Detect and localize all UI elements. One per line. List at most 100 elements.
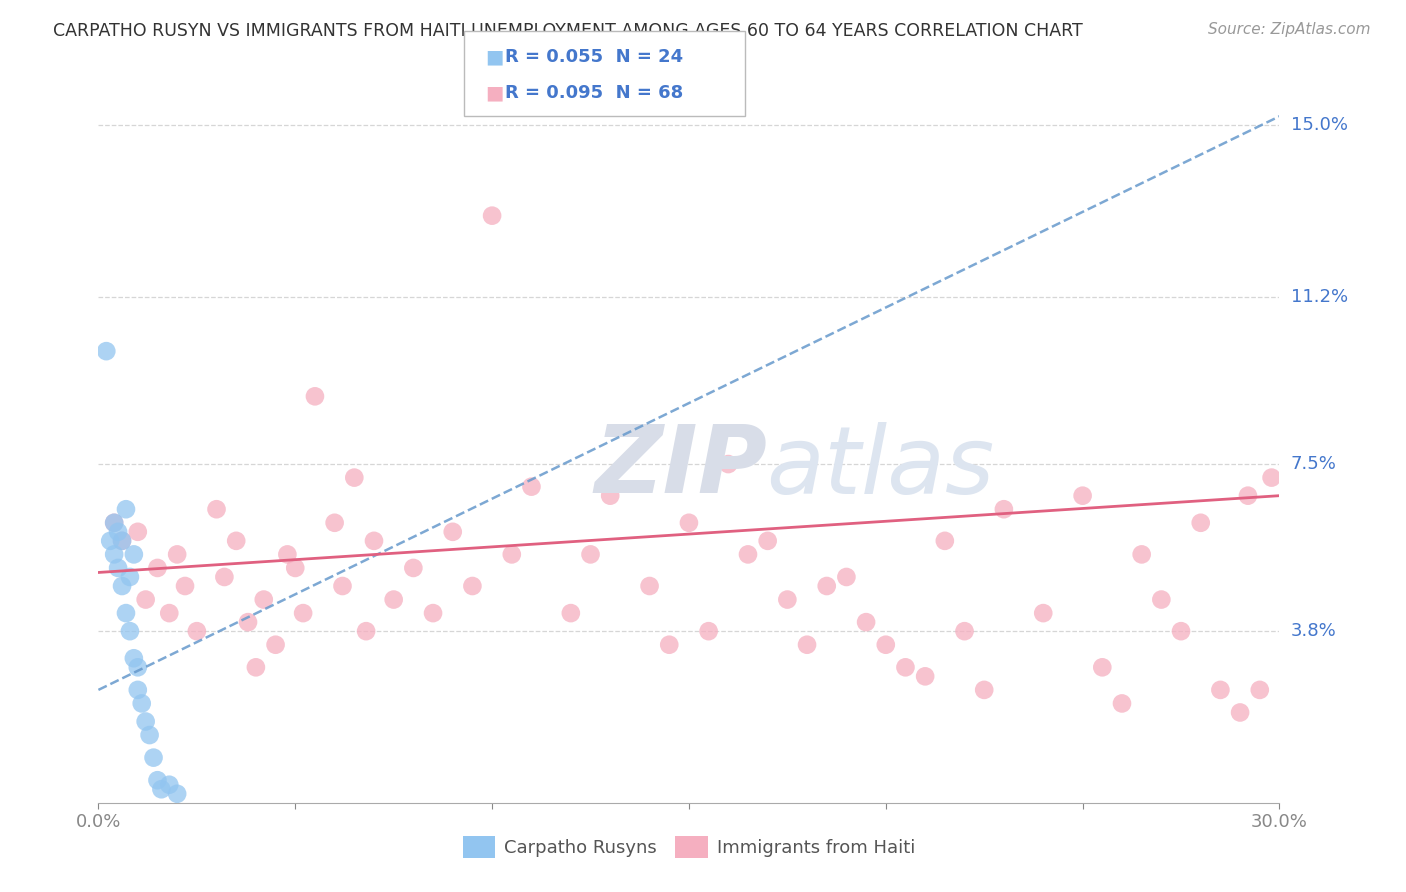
Point: [993, 502, 1015, 516]
Text: ■: ■: [485, 47, 503, 66]
Point: [245, 660, 267, 674]
Point: [441, 524, 464, 539]
Point: [146, 561, 169, 575]
Point: [127, 660, 149, 674]
Point: [111, 533, 134, 548]
Point: [323, 516, 346, 530]
Point: [382, 592, 405, 607]
Point: [1189, 516, 1212, 530]
Point: [678, 516, 700, 530]
Point: [127, 524, 149, 539]
Point: [756, 533, 779, 548]
Point: [135, 714, 157, 729]
Point: [934, 533, 956, 548]
Point: [914, 669, 936, 683]
Point: [481, 209, 503, 223]
Point: [855, 615, 877, 629]
Point: [96, 344, 118, 359]
Point: [1260, 470, 1282, 484]
Point: [284, 561, 307, 575]
Point: [1111, 697, 1133, 711]
Point: [520, 480, 543, 494]
Point: [953, 624, 976, 639]
Point: [815, 579, 838, 593]
Text: ■: ■: [485, 83, 503, 102]
Point: [115, 606, 138, 620]
Point: [111, 533, 134, 548]
Point: [142, 750, 165, 764]
Point: [135, 592, 157, 607]
Point: [236, 615, 259, 629]
Point: [875, 638, 897, 652]
Point: [697, 624, 720, 639]
Point: [122, 651, 145, 665]
Text: 7.5%: 7.5%: [1291, 455, 1337, 473]
Text: atlas: atlas: [766, 422, 994, 513]
Point: [1130, 548, 1153, 562]
Point: [115, 502, 138, 516]
Point: [737, 548, 759, 562]
Point: [253, 592, 276, 607]
Point: [103, 548, 125, 562]
Point: [501, 548, 523, 562]
Point: [1170, 624, 1192, 639]
Point: [638, 579, 661, 593]
Point: [122, 548, 145, 562]
Point: [127, 682, 149, 697]
Point: [402, 561, 425, 575]
Text: R = 0.095  N = 68: R = 0.095 N = 68: [505, 84, 683, 102]
Point: [103, 516, 125, 530]
Legend: Carpatho Rusyns, Immigrants from Haiti: Carpatho Rusyns, Immigrants from Haiti: [456, 829, 922, 865]
Point: [1229, 706, 1251, 720]
Point: [276, 548, 298, 562]
Point: [98, 533, 121, 548]
Point: [138, 728, 160, 742]
Point: [264, 638, 287, 652]
Point: [579, 548, 602, 562]
Point: [658, 638, 681, 652]
Point: [214, 570, 236, 584]
Point: [1237, 489, 1260, 503]
Point: [1249, 682, 1271, 697]
Point: [363, 533, 385, 548]
Text: Source: ZipAtlas.com: Source: ZipAtlas.com: [1208, 22, 1371, 37]
Point: [560, 606, 582, 620]
Point: [1209, 682, 1232, 697]
Point: [174, 579, 197, 593]
Point: [304, 389, 326, 403]
Point: [1071, 489, 1094, 503]
Point: [1150, 592, 1173, 607]
Text: 15.0%: 15.0%: [1291, 116, 1347, 135]
Point: [157, 778, 180, 792]
Point: [107, 524, 129, 539]
Point: [157, 606, 180, 620]
Point: [111, 579, 134, 593]
Point: [166, 548, 188, 562]
Text: R = 0.055  N = 24: R = 0.055 N = 24: [505, 48, 683, 66]
Text: 3.8%: 3.8%: [1291, 623, 1336, 640]
Point: [146, 773, 169, 788]
Point: [103, 516, 125, 530]
Point: [776, 592, 799, 607]
Point: [205, 502, 228, 516]
Point: [894, 660, 917, 674]
Point: [835, 570, 858, 584]
Point: [166, 787, 188, 801]
Point: [118, 570, 141, 584]
Point: [599, 489, 621, 503]
Point: [225, 533, 247, 548]
Text: ZIP: ZIP: [595, 421, 768, 514]
Point: [343, 470, 366, 484]
Point: [1032, 606, 1054, 620]
Point: [107, 561, 129, 575]
Point: [796, 638, 818, 652]
Point: [973, 682, 995, 697]
Point: [118, 624, 141, 639]
Point: [131, 697, 153, 711]
Point: [461, 579, 484, 593]
Point: [332, 579, 354, 593]
Point: [354, 624, 377, 639]
Point: [150, 782, 173, 797]
Point: [1091, 660, 1114, 674]
Text: CARPATHO RUSYN VS IMMIGRANTS FROM HAITI UNEMPLOYMENT AMONG AGES 60 TO 64 YEARS C: CARPATHO RUSYN VS IMMIGRANTS FROM HAITI …: [53, 22, 1083, 40]
